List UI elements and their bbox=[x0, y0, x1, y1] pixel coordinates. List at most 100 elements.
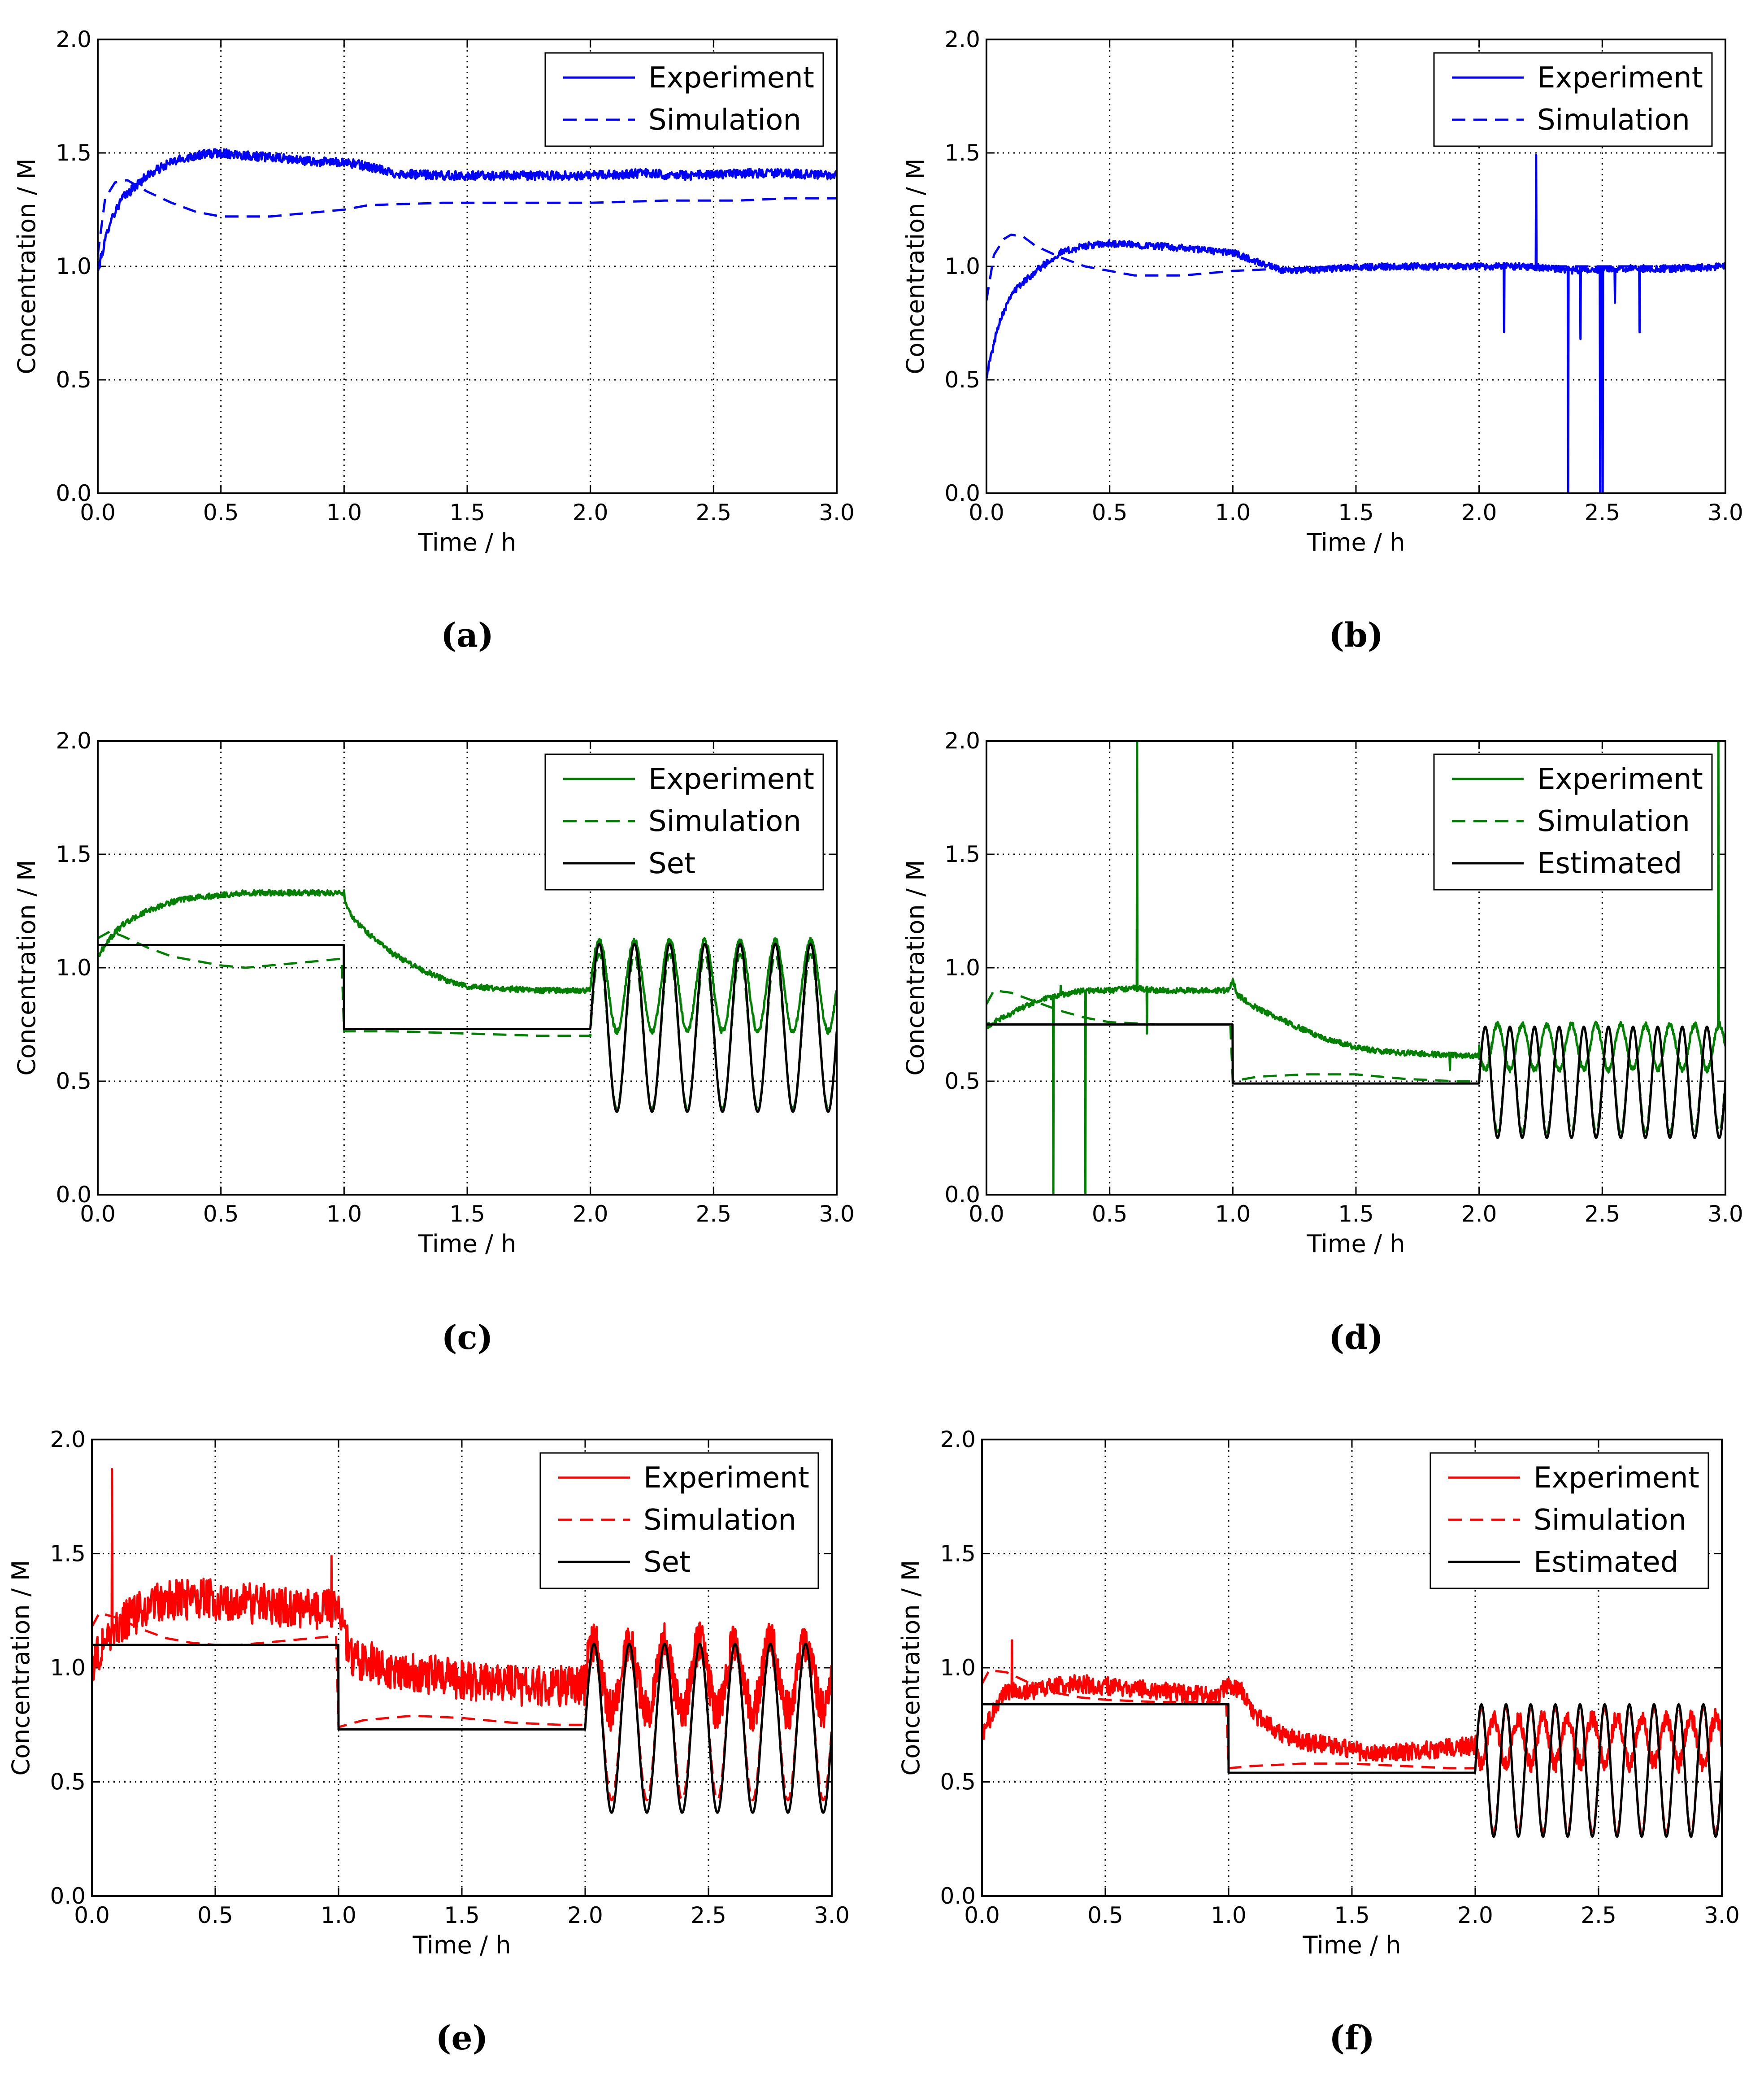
x-tick-label: 0.5 bbox=[1092, 1201, 1128, 1227]
y-tick-label: 1.5 bbox=[56, 841, 91, 867]
y-tick-label: 0.5 bbox=[944, 367, 980, 393]
y-tick-label: 2.0 bbox=[56, 26, 91, 52]
legend: Experiment Simulation bbox=[1433, 52, 1713, 147]
legend: Experiment Simulation Estimated bbox=[1429, 1452, 1709, 1589]
y-tick-label: 0.0 bbox=[56, 1182, 91, 1208]
y-tick-label: 0.0 bbox=[944, 480, 980, 506]
y-tick-label: 1.0 bbox=[56, 253, 91, 279]
x-tick-label: 1.0 bbox=[326, 1201, 362, 1227]
y-tick-label: 0.5 bbox=[944, 1068, 980, 1094]
series-line-set bbox=[92, 1643, 832, 1814]
chart-panel-f: 0.0 0.5 1.0 1.5 2.0 2.5 3.0 0.0 0.5 1.0 1.5 2.0 Time… bbox=[897, 1427, 1740, 2057]
series-line-simulation bbox=[98, 179, 837, 256]
x-axis-label: Time / h bbox=[413, 1931, 511, 1959]
legend-label: Experiment bbox=[1537, 763, 1703, 796]
y-axis-label: Concentration / M bbox=[7, 1560, 35, 1775]
x-tick-label: 3.0 bbox=[819, 500, 855, 526]
y-tick-label: 1.5 bbox=[944, 140, 980, 166]
legend: Experiment Simulation Set bbox=[544, 753, 824, 891]
x-tick-label: 3.0 bbox=[1704, 1902, 1740, 1928]
x-tick-label: 3.0 bbox=[814, 1902, 850, 1928]
x-axis-label: Time / h bbox=[1303, 1931, 1401, 1959]
legend-label: Experiment bbox=[1537, 61, 1703, 95]
x-tick-label: 0.5 bbox=[203, 1201, 239, 1227]
x-tick-label: 0.0 bbox=[969, 1201, 1004, 1227]
x-tick-label: 2.0 bbox=[573, 500, 608, 526]
legend-label: Experiment bbox=[1534, 1461, 1699, 1495]
x-tick-label: 1.0 bbox=[1215, 500, 1251, 526]
plot-frame bbox=[981, 1439, 1723, 1897]
x-tick-label: 0.0 bbox=[964, 1902, 1000, 1928]
legend-box bbox=[544, 52, 824, 147]
x-tick-label: 1.5 bbox=[444, 1902, 480, 1928]
chart-panel-a: 0.0 0.5 1.0 1.5 2.0 2.5 3.0 0.0 0.5 1.0 1.5 2.0 Time… bbox=[13, 26, 855, 655]
y-tick-label: 2.0 bbox=[940, 1427, 976, 1453]
x-tick-label: 3.0 bbox=[1708, 500, 1743, 526]
legend-label: Estimated bbox=[1537, 847, 1682, 880]
panel-caption: (d) bbox=[1329, 1318, 1383, 1357]
legend-box bbox=[1433, 52, 1713, 147]
chart-panel-e: 0.0 0.5 1.0 1.5 2.0 2.5 3.0 0.0 0.5 1.0 1.5 2.0 Time… bbox=[7, 1427, 850, 2057]
y-axis-label: Concentration / M bbox=[901, 860, 930, 1075]
panel-caption: (c) bbox=[441, 1318, 493, 1357]
chart-panel-b: 0.0 0.5 1.0 1.5 2.0 2.5 3.0 0.0 0.5 1.0 1.5 2.0 Time… bbox=[901, 26, 1743, 655]
x-tick-label: 2.0 bbox=[1461, 500, 1497, 526]
y-tick-label: 1.0 bbox=[940, 1655, 976, 1681]
legend-label: Experiment bbox=[648, 763, 814, 796]
x-tick-label: 0.5 bbox=[1087, 1902, 1123, 1928]
plot-frame bbox=[986, 740, 1726, 1196]
x-tick-label: 0.0 bbox=[80, 1201, 116, 1227]
y-tick-label: 0.0 bbox=[50, 1883, 86, 1909]
x-tick-label: 2.5 bbox=[1581, 1902, 1616, 1928]
series-line-estimated bbox=[986, 1023, 1725, 1139]
y-axis-label: Concentration / M bbox=[13, 158, 41, 374]
legend-label: Set bbox=[643, 1546, 691, 1579]
legend-label: Simulation bbox=[1537, 805, 1690, 838]
panel-caption: (e) bbox=[435, 2019, 488, 2057]
x-tick-label: 0.5 bbox=[1092, 500, 1128, 526]
series-line-experiment bbox=[98, 148, 837, 271]
plot-frame bbox=[91, 1439, 833, 1897]
x-axis-label: Time / h bbox=[418, 1230, 517, 1258]
series-line-experiment bbox=[98, 889, 837, 1035]
y-axis-label: Concentration / M bbox=[897, 1560, 925, 1775]
y-tick-label: 1.0 bbox=[50, 1655, 86, 1681]
y-tick-label: 1.5 bbox=[56, 140, 91, 166]
y-tick-label: 0.5 bbox=[56, 367, 91, 393]
x-tick-label: 2.0 bbox=[573, 1201, 608, 1227]
x-tick-label: 3.0 bbox=[819, 1201, 855, 1227]
x-tick-label: 0.0 bbox=[74, 1902, 110, 1928]
legend-label: Simulation bbox=[648, 805, 801, 838]
y-tick-label: 1.5 bbox=[940, 1541, 976, 1567]
series-line-simulation bbox=[986, 233, 1725, 301]
legend-label: Experiment bbox=[648, 61, 814, 95]
legend: Experiment Simulation bbox=[544, 52, 824, 147]
y-tick-label: 1.0 bbox=[944, 253, 980, 279]
y-tick-label: 0.5 bbox=[940, 1769, 976, 1795]
x-tick-label: 2.0 bbox=[1461, 1201, 1497, 1227]
chart-panel-d: 0.0 0.5 1.0 1.5 2.0 2.5 3.0 0.0 0.5 1.0 1.5 2.0 Time… bbox=[901, 728, 1743, 1357]
plot-frame bbox=[97, 39, 838, 494]
y-tick-label: 0.0 bbox=[940, 1883, 976, 1909]
x-tick-label: 2.5 bbox=[1585, 1201, 1621, 1227]
y-tick-label: 2.0 bbox=[944, 26, 980, 52]
x-tick-label: 2.5 bbox=[696, 500, 732, 526]
panel-caption: (f) bbox=[1329, 2019, 1375, 2057]
y-tick-label: 2.0 bbox=[944, 728, 980, 754]
series-line-estimated bbox=[982, 1703, 1722, 1838]
x-tick-label: 0.5 bbox=[203, 500, 239, 526]
legend-label: Simulation bbox=[1537, 104, 1690, 137]
legend: Experiment Simulation Estimated bbox=[1433, 753, 1713, 891]
y-tick-label: 1.5 bbox=[944, 841, 980, 867]
y-tick-label: 1.5 bbox=[50, 1541, 86, 1567]
x-tick-label: 1.5 bbox=[449, 1201, 485, 1227]
x-axis-label: Time / h bbox=[418, 528, 517, 557]
plot-frame bbox=[97, 740, 838, 1196]
x-tick-label: 1.0 bbox=[321, 1902, 356, 1928]
x-tick-label: 2.0 bbox=[567, 1902, 603, 1928]
legend: Experiment Simulation Set bbox=[539, 1452, 819, 1589]
series-line-set bbox=[98, 943, 837, 1113]
x-tick-label: 1.0 bbox=[1211, 1902, 1247, 1928]
y-tick-label: 1.0 bbox=[944, 955, 980, 981]
